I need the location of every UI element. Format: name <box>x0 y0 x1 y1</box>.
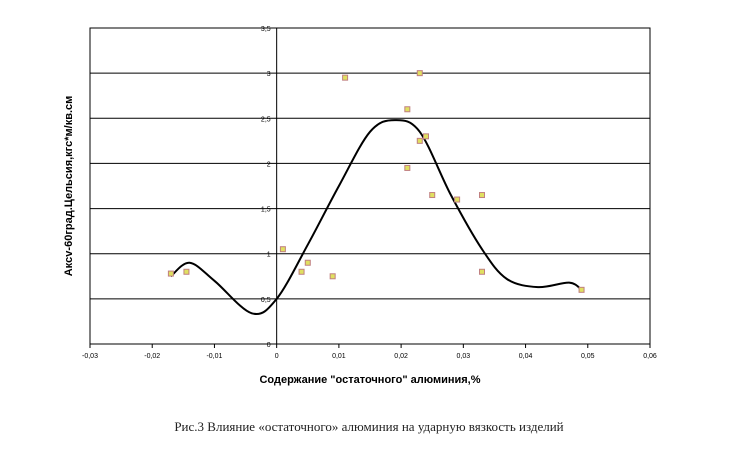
data-point <box>454 196 461 203</box>
data-point <box>304 259 311 266</box>
data-point <box>416 137 423 144</box>
y-tick-label: 3,5 <box>261 26 271 33</box>
data-point <box>416 70 423 77</box>
x-tick-label: 0 <box>275 353 279 360</box>
y-tick-label: 2,5 <box>261 116 271 123</box>
y-tick-label: 0 <box>267 342 271 349</box>
data-point <box>404 164 411 171</box>
y-tick-label: 3 <box>267 71 271 78</box>
x-tick-label: -0,02 <box>144 353 160 360</box>
data-points <box>167 70 585 293</box>
trend-curve <box>170 119 583 316</box>
y-tick-label: 1,5 <box>261 207 271 214</box>
figure-caption: Рис.3 Влияние «остаточного» алюминия на … <box>174 419 564 434</box>
data-point <box>279 246 286 253</box>
data-point <box>429 192 436 199</box>
plot-area <box>89 27 651 345</box>
chart: 0 0,5 1 1,5 2 2,5 3 3,5 -0,03 -0,02 -0,01 0 0,01 0,0… <box>63 26 657 386</box>
data-point <box>342 74 349 81</box>
data-point <box>479 268 485 275</box>
grid-lines <box>90 72 650 300</box>
x-tick-label: 0,04 <box>519 353 533 360</box>
y-tick-labels: 0 0,5 1 1,5 2 2,5 3 3,5 <box>261 26 271 349</box>
y-tick-label: 0,5 <box>261 297 271 304</box>
data-point <box>298 268 305 275</box>
x-tick-label: 0,03 <box>457 353 471 360</box>
data-point <box>183 268 190 275</box>
x-tick-labels: -0,03 -0,02 -0,01 0 0,01 0,02 0,03 0,04 0,05 0,06 <box>82 344 657 360</box>
x-tick-label: 0,05 <box>581 353 595 360</box>
data-point <box>423 133 429 140</box>
x-tick-label: 0,01 <box>332 353 346 360</box>
x-tick-label: 0,02 <box>394 353 408 360</box>
y-tick-label: 2 <box>267 161 271 168</box>
x-tick-label: -0,01 <box>206 353 222 360</box>
x-axis-label: Содержание "остаточного" алюминия,% <box>259 374 480 386</box>
data-point <box>578 286 585 293</box>
data-point <box>167 270 174 277</box>
data-point <box>404 106 411 113</box>
y-tick-label: 1 <box>267 252 271 259</box>
x-tick-label: -0,03 <box>82 353 98 360</box>
y-axis-label: Акcv-60град.Цельсия,кгс*м/кв.см <box>63 96 75 277</box>
data-point <box>329 273 336 280</box>
x-tick-label: 0,06 <box>643 353 657 360</box>
data-point <box>479 192 485 199</box>
